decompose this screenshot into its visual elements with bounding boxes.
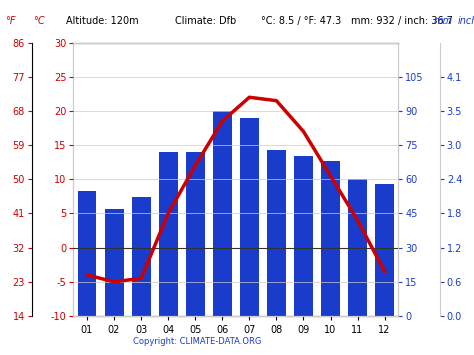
Bar bbox=[348, 179, 367, 316]
Text: °C: °C bbox=[33, 16, 45, 26]
Bar bbox=[321, 161, 340, 316]
Bar bbox=[78, 191, 97, 316]
Text: °C: 8.5 / °F: 47.3: °C: 8.5 / °F: 47.3 bbox=[261, 16, 341, 26]
Text: Climate: Dfb: Climate: Dfb bbox=[175, 16, 237, 26]
Bar bbox=[375, 184, 394, 316]
Bar bbox=[294, 157, 313, 316]
Text: mm: mm bbox=[434, 16, 453, 26]
Text: inch: inch bbox=[457, 16, 474, 26]
Text: °F: °F bbox=[5, 16, 15, 26]
Text: mm: 932 / inch: 36.7: mm: 932 / inch: 36.7 bbox=[351, 16, 453, 26]
Bar bbox=[186, 152, 205, 316]
Bar bbox=[132, 197, 151, 316]
Bar bbox=[105, 209, 124, 316]
Text: Altitude: 120m: Altitude: 120m bbox=[66, 16, 139, 26]
Text: Copyright: CLIMATE-DATA.ORG: Copyright: CLIMATE-DATA.ORG bbox=[133, 337, 261, 346]
Bar bbox=[240, 118, 259, 316]
Bar bbox=[213, 111, 232, 316]
Bar bbox=[267, 150, 286, 316]
Bar bbox=[159, 152, 178, 316]
